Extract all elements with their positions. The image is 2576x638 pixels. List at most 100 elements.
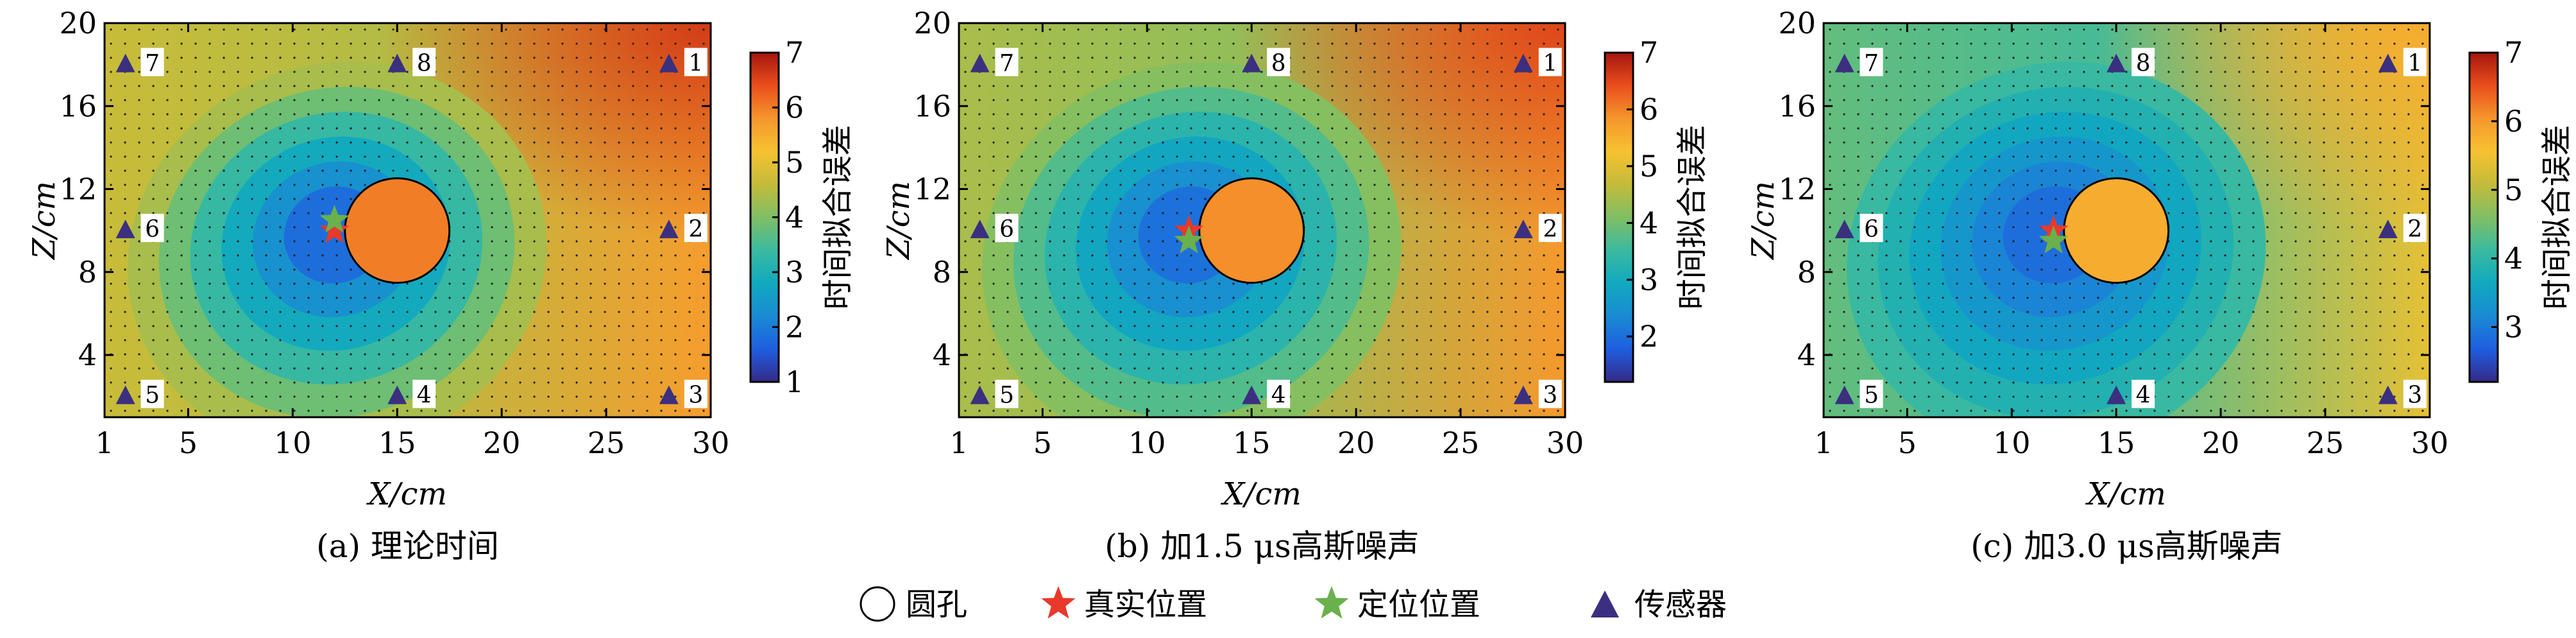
y-tick-label: 20: [59, 6, 97, 40]
sensor-label: 5: [999, 383, 1014, 409]
panel-caption: (c) 加3.0 μs高斯噪声: [1970, 528, 2282, 565]
sensor-label-box: [684, 47, 708, 76]
sensor-marker: [1513, 385, 1533, 404]
sensor-marker: [1242, 53, 1262, 73]
sensor-marker: [1835, 53, 1854, 73]
colorbar-tick-label: 7: [2504, 35, 2523, 70]
sensor-marker: [970, 385, 990, 404]
x-axis-label: X/cm: [2085, 476, 2166, 512]
sensor-label: 8: [2136, 51, 2151, 77]
sensor-label: 4: [2136, 383, 2151, 409]
sensor-marker: [115, 385, 135, 404]
x-tick-label: 30: [2411, 426, 2449, 460]
sensor-label: 3: [2407, 383, 2422, 409]
colorbar-tick-label: 7: [1640, 35, 1658, 70]
y-tick-label: 20: [1778, 6, 1816, 40]
sensor-label: 7: [145, 51, 160, 77]
colorbar-tick-label: 5: [785, 145, 804, 180]
sensor-label: 1: [688, 51, 703, 77]
colorbar-label: 时间拟合误差: [820, 125, 856, 309]
x-tick-label: 10: [1993, 426, 2031, 460]
legend-located-icon: [1314, 586, 1349, 619]
sensor-marker: [1835, 220, 1854, 239]
sensor-label: 2: [1543, 216, 1557, 243]
located-position-marker: [2038, 225, 2069, 254]
sensor-label: 3: [1543, 383, 1557, 409]
panel-caption: (a) 理论时间: [316, 528, 499, 565]
sensor-label: 7: [1864, 51, 1879, 77]
grid-dots: [110, 28, 705, 412]
sensor-label-box: [995, 379, 1019, 408]
sensor-marker: [1513, 220, 1533, 239]
sensor-label-box: [2131, 47, 2155, 76]
sensor-label-box: [1538, 47, 1562, 76]
sensor-marker: [2106, 385, 2126, 404]
sensor-label: 3: [688, 383, 703, 409]
colorbar-tick-label: 6: [2504, 104, 2523, 139]
sensor-marker: [1835, 385, 1854, 404]
y-tick-label: 12: [59, 172, 97, 207]
sensor-label-box: [1860, 214, 1883, 243]
colorbar: [2468, 51, 2499, 383]
sensor-label-box: [1267, 379, 1291, 408]
sensor-label-box: [412, 47, 436, 76]
y-axis-label: Z/cm: [1745, 181, 1781, 261]
sensor-label-box: [2403, 47, 2427, 76]
legend-hole-icon: [860, 586, 895, 622]
sensor-label-box: [140, 214, 164, 243]
colorbar-tick-label: 4: [2504, 241, 2523, 276]
x-tick-label: 25: [2307, 426, 2344, 460]
hole-circle: [344, 177, 451, 284]
plot-frame: [958, 22, 1566, 418]
y-tick-label: 8: [78, 255, 97, 289]
colorbar-label: 时间拟合误差: [2539, 125, 2575, 309]
grid-dots: [1829, 28, 2424, 412]
sensor-label: 5: [1864, 383, 1879, 409]
sensor-label: 7: [999, 51, 1014, 77]
sensor-label: 1: [1543, 51, 1557, 77]
sensor-label-box: [2403, 214, 2427, 243]
located-position-marker: [319, 205, 350, 233]
sensor-label-box: [995, 214, 1019, 243]
y-tick-label: 4: [78, 338, 97, 372]
x-tick-label: 20: [483, 426, 521, 460]
x-tick-label: 10: [274, 426, 312, 460]
sensor-marker: [659, 53, 679, 73]
sensor-marker: [2106, 53, 2126, 73]
x-tick-label: 15: [378, 426, 416, 460]
sensor-label: 4: [1271, 383, 1286, 409]
sensor-label: 2: [2407, 216, 2422, 243]
x-tick-label: 1: [949, 426, 968, 460]
colorbar-label: 时间拟合误差: [1674, 125, 1710, 309]
sensor-label-box: [995, 47, 1019, 76]
sensor-label-box: [684, 214, 708, 243]
colorbar-tick-label: 1: [785, 365, 804, 399]
sensor-label-box: [2403, 379, 2427, 408]
x-tick-label: 10: [1128, 426, 1166, 460]
sensor-marker: [1513, 53, 1533, 73]
sensor-marker: [970, 220, 990, 239]
y-tick-label: 8: [933, 255, 951, 289]
legend-true-icon: [1041, 586, 1076, 619]
sensor-label-box: [1538, 379, 1562, 408]
sensor-label: 8: [417, 51, 432, 77]
sensor-label-box: [684, 379, 708, 408]
sensor-marker: [115, 53, 135, 73]
y-tick-label: 4: [933, 338, 951, 372]
sensor-label-box: [140, 47, 164, 76]
sensor-marker: [2378, 385, 2398, 404]
y-tick-label: 8: [1797, 255, 1816, 289]
hole-circle: [2063, 177, 2170, 284]
colorbar-tick-label: 7: [785, 35, 804, 70]
x-tick-label: 15: [2097, 426, 2135, 460]
sensor-label-box: [2131, 379, 2155, 408]
x-tick-label: 5: [1033, 426, 1052, 460]
colorbar-tick-label: 6: [1640, 92, 1658, 126]
x-tick-label: 20: [1337, 426, 1375, 460]
colorbar: [1604, 51, 1634, 383]
sensor-label: 1: [2407, 51, 2422, 77]
